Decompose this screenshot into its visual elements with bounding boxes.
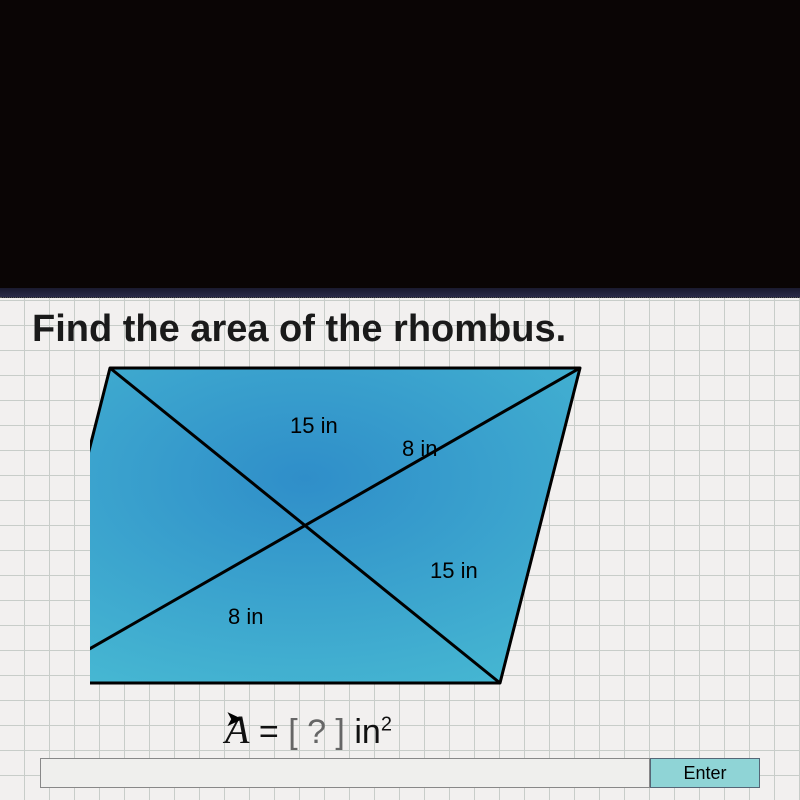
- formula-eq: =: [249, 713, 288, 751]
- cursor-icon: ➤: [225, 706, 243, 732]
- rhombus-figure: 15 in 8 in 15 in 8 in: [90, 358, 650, 713]
- formula-unit: in2: [354, 713, 392, 751]
- formula-exponent: 2: [381, 714, 392, 736]
- answer-input[interactable]: [40, 758, 650, 788]
- formula-placeholder: [ ? ]: [288, 713, 345, 751]
- window-top-bar: [0, 288, 800, 298]
- label-15in-top: 15 in: [290, 413, 338, 438]
- answer-row: Enter: [40, 758, 760, 788]
- area-formula: ➤A = [ ? ] in2: [225, 706, 392, 753]
- worksheet-area: Find the area of the rhombus. 15 in 8 in…: [0, 298, 800, 800]
- question-text: Find the area of the rhombus.: [32, 308, 566, 351]
- label-8in-left: 8 in: [228, 604, 263, 629]
- rhombus-svg: 15 in 8 in 15 in 8 in: [90, 358, 650, 708]
- label-15in-bottom: 15 in: [430, 558, 478, 583]
- enter-button[interactable]: Enter: [650, 758, 760, 788]
- label-8in-right: 8 in: [402, 436, 437, 461]
